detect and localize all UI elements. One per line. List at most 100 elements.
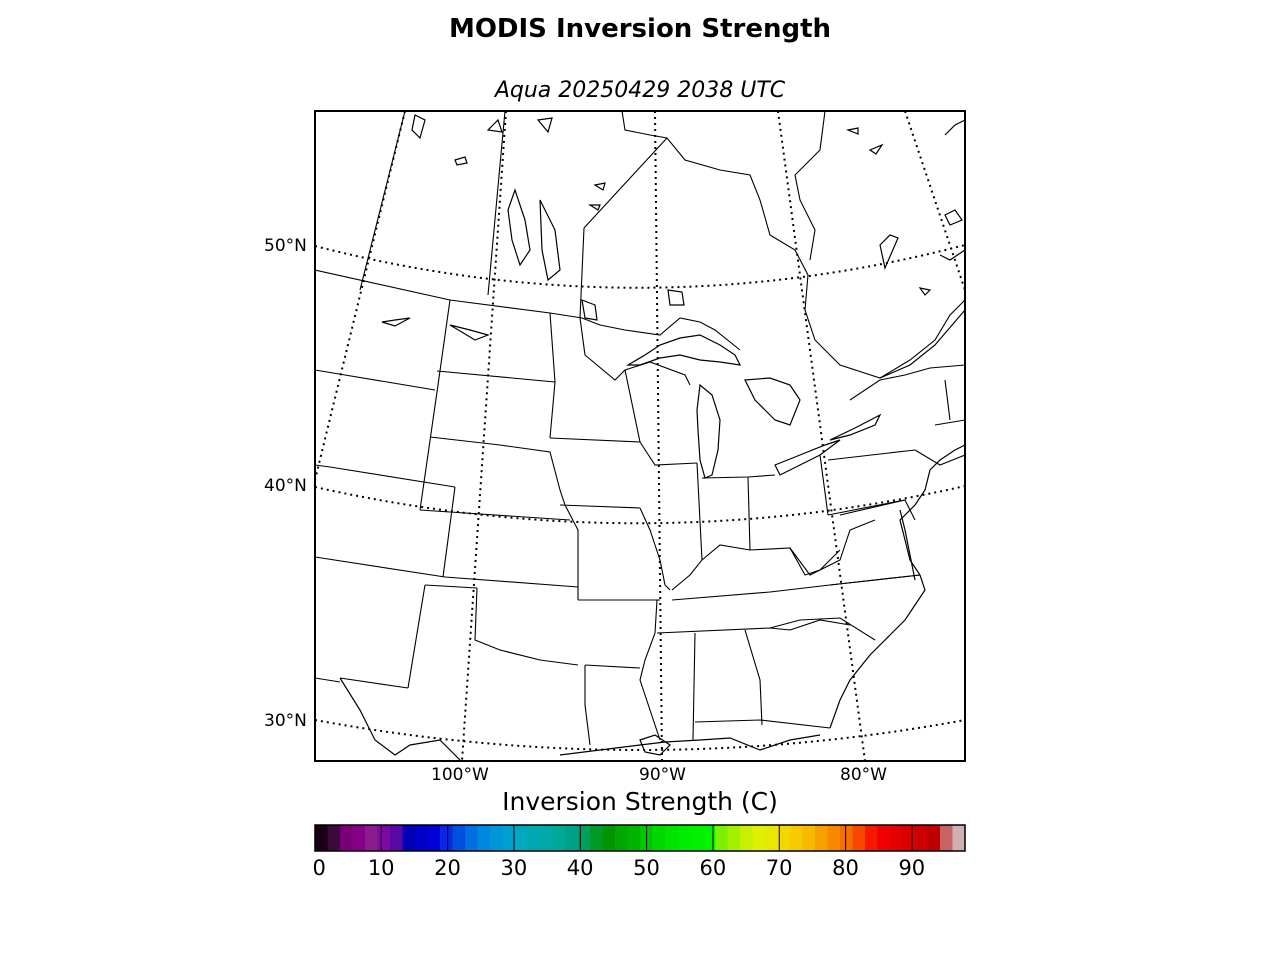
wyoming-east [419, 391, 438, 511]
lake-st-clair [845, 127, 884, 155]
graticule [315, 111, 965, 761]
colorbar-swatch [865, 825, 879, 851]
map-subtitle: Aqua 20250429 2038 UTC [494, 78, 786, 103]
maryland-border [839, 499, 916, 521]
mississippi-river [639, 599, 661, 741]
ontario-quebec-border [849, 364, 965, 401]
colorbar-swatch [577, 825, 591, 851]
ontario-north-coast [621, 111, 965, 379]
manitoba-ontario-diagonal [583, 137, 668, 229]
lake-michigan [696, 383, 721, 479]
pennsylvania-north [827, 449, 916, 461]
michigan-south [701, 474, 776, 479]
colorbar-tick-label: 70 [765, 856, 793, 880]
minnesota-wisconsin-border [579, 317, 641, 443]
arizona-south [315, 677, 341, 683]
north-carolina-south [769, 617, 876, 641]
missouri-west [564, 504, 579, 600]
colorbar-frame [314, 824, 966, 852]
colorbar-swatch [565, 825, 579, 851]
colorbar-swatch [415, 825, 429, 851]
gulf-coast [339, 677, 821, 761]
colorbar-tick-label: 80 [832, 856, 859, 880]
colorbar-swatch [815, 825, 829, 851]
colorbar-swatch [540, 825, 554, 851]
lake-winnipeg [507, 188, 531, 267]
colorbar-swatch [877, 825, 891, 851]
lon-label-80w: 80°W [840, 765, 887, 785]
boundaries [315, 111, 965, 746]
colorbar-tick-label: 0 [312, 856, 326, 880]
colorbar-swatch [440, 825, 454, 851]
lon-label-100w: 100°W [431, 765, 489, 785]
wyoming-colorado-border [315, 464, 456, 488]
northern-lakes [411, 114, 606, 211]
sask-manitoba-border [359, 111, 406, 291]
chesapeake-bay [899, 509, 916, 581]
colorbar-swatch [852, 825, 866, 851]
us-canada-border-west [315, 269, 741, 351]
kansas-south [444, 576, 579, 588]
colorbar-tick-label: 40 [566, 856, 594, 880]
colorbar-swatch [627, 825, 641, 851]
iowa-minnesota-border [549, 437, 641, 443]
colorbar-swatch [765, 825, 779, 851]
colorbar-swatch [315, 825, 329, 851]
lake-winnipegosis [539, 199, 561, 282]
montana-wyoming-border [315, 369, 436, 391]
meridian-80w [777, 111, 866, 761]
colorbar-swatch [365, 825, 379, 851]
lake-nipigon [667, 289, 685, 306]
lake-huron [744, 377, 801, 426]
colorbar-swatch [802, 825, 816, 851]
mississippi-alabama-border [692, 632, 696, 741]
hudson-bay-east-coast [794, 111, 826, 261]
map-frame [314, 110, 966, 762]
colorado-south [315, 556, 446, 578]
colorbar-swatch [590, 825, 604, 851]
colorbar-swatch [502, 825, 516, 851]
indiana-west [671, 462, 703, 591]
coastlines [339, 114, 965, 761]
north-dakota-south [436, 370, 556, 383]
colorbar-swatch [690, 825, 704, 851]
colorbar-swatch [377, 825, 391, 851]
colorbar-swatch [352, 825, 366, 851]
page-title: MODIS Inversion Strength [448, 14, 832, 44]
dakota-minnesota-border [549, 312, 556, 439]
lake-erie [774, 439, 841, 476]
new-mexico-south [339, 677, 409, 689]
virginia-nc-border [829, 574, 921, 586]
colorbar-tick-label: 20 [434, 856, 461, 880]
colorbar-swatch [652, 825, 666, 851]
south-dakota-south [429, 436, 566, 506]
nebraska-kansas-border [419, 509, 571, 521]
colorbar-swatch [477, 825, 491, 851]
colorbar-swatch [615, 825, 629, 851]
meridian-75w [904, 111, 965, 291]
lake-superior [625, 334, 742, 366]
new-mexico-east [407, 584, 426, 689]
colorbar-swatch [552, 825, 566, 851]
colorbar-swatch [677, 825, 691, 851]
colorbar-tick-label: 30 [500, 856, 528, 880]
manitoba-ontario-border [579, 227, 585, 319]
indiana-ohio-border [747, 476, 751, 551]
mississippi-delta [639, 734, 671, 756]
colorbar-swatch [527, 825, 541, 851]
arkansas-louisiana-border [584, 664, 641, 669]
lon-label-90w: 90°W [639, 765, 686, 785]
colorbar-swatch [752, 825, 766, 851]
colorbar-swatch [940, 825, 954, 851]
colorbar-tick-label: 60 [699, 856, 727, 880]
colorbar [314, 825, 966, 851]
colorbar-swatch [402, 825, 416, 851]
texas-louisiana-border [584, 665, 591, 746]
colorbar-swatch [840, 825, 854, 851]
colorbar-swatch [702, 825, 716, 851]
south-carolina-border [789, 619, 851, 631]
map-area [315, 111, 965, 761]
wisconsin-michigan-border [624, 361, 691, 386]
colorbar-swatch [927, 825, 941, 851]
colorbar-swatch [490, 825, 504, 851]
